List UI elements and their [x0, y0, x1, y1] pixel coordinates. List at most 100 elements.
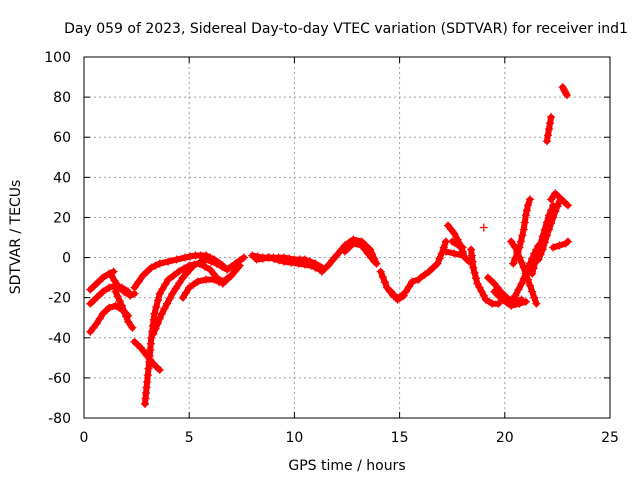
data-point [494, 299, 503, 308]
data-point [543, 131, 552, 140]
data-point [443, 221, 452, 230]
data-point [479, 291, 488, 300]
data-point [547, 219, 556, 228]
data-point [265, 253, 274, 262]
data-point [147, 263, 156, 272]
data-point [143, 377, 152, 386]
data-point [468, 257, 477, 266]
data-point [185, 283, 194, 292]
data-point [559, 85, 568, 94]
data-point [405, 282, 414, 291]
data-point [378, 272, 387, 281]
data-point [164, 275, 173, 284]
data-point [435, 254, 444, 263]
data-point [149, 329, 158, 338]
data-point [357, 241, 366, 250]
data-point [307, 261, 316, 270]
y-tick-label: 100 [44, 50, 71, 66]
data-point [134, 277, 143, 286]
data-point [107, 271, 116, 280]
data-point [86, 285, 95, 294]
data-point [151, 324, 160, 333]
data-point [521, 297, 530, 306]
data-point [511, 243, 520, 252]
data-point [92, 293, 101, 302]
data-point [193, 277, 202, 286]
data-point [294, 259, 303, 268]
data-point [210, 275, 219, 284]
data-point [157, 309, 166, 318]
data-point [542, 231, 551, 240]
data-point [119, 287, 128, 296]
data-point [429, 263, 438, 272]
data-point [519, 263, 528, 272]
data-point [98, 309, 107, 318]
data-point [544, 225, 553, 234]
data-point [555, 241, 564, 250]
data-point [186, 252, 195, 261]
data-point [340, 247, 349, 256]
data-point [165, 294, 174, 303]
data-point [559, 197, 568, 206]
data-point [551, 207, 560, 216]
chart-title: Day 059 of 2023, Sidereal Day-to-day VTE… [64, 21, 628, 37]
data-point [105, 283, 114, 292]
data-point [448, 237, 457, 246]
y-tick-label: -40 [48, 331, 71, 347]
y-tick-label: 0 [62, 251, 71, 267]
data-point [416, 273, 425, 282]
data-point [470, 268, 479, 277]
data-point [182, 269, 191, 278]
data-point [227, 271, 236, 280]
data-point [130, 283, 139, 292]
data-point [202, 251, 211, 260]
data-point [185, 265, 194, 274]
data-point [481, 295, 490, 304]
data-point [223, 275, 232, 284]
data-point [534, 255, 543, 264]
data-point [493, 283, 502, 292]
data-point [171, 284, 180, 293]
x-tick-label: 0 [80, 430, 89, 446]
data-point [113, 292, 122, 301]
data-point [92, 319, 101, 328]
data-point [558, 83, 567, 92]
data-point [380, 278, 389, 287]
data-point [520, 218, 529, 227]
data-point [376, 267, 385, 276]
data-point [526, 195, 535, 204]
data-point [515, 299, 524, 308]
data-point [95, 314, 104, 323]
data-point [218, 261, 227, 270]
data-point [522, 206, 531, 215]
data-point [483, 273, 492, 282]
data-point [542, 137, 551, 146]
y-axis-label: SDTVAR / TECUs [8, 180, 24, 295]
data-point [164, 257, 173, 266]
data-point [519, 225, 528, 234]
data-point [547, 195, 556, 204]
data-point [189, 280, 198, 289]
data-point [105, 303, 114, 312]
data-point [206, 253, 215, 262]
data-point [538, 245, 547, 254]
data-point [158, 284, 167, 293]
data-point [111, 287, 120, 296]
data-point [200, 262, 209, 271]
data-point [155, 289, 164, 298]
data-point [130, 337, 139, 346]
series-arc-31 [550, 238, 571, 251]
data-point [311, 263, 320, 272]
x-axis-label: GPS time / hours [288, 458, 405, 474]
data-point [458, 251, 467, 260]
data-point [230, 267, 239, 276]
data-point [515, 253, 524, 262]
data-point [124, 317, 133, 326]
data-point [179, 264, 188, 273]
data-point [546, 119, 555, 128]
data-point [540, 238, 549, 247]
data-point [174, 267, 183, 276]
data-point [370, 257, 379, 266]
data-point [467, 245, 476, 254]
data-point [195, 258, 204, 267]
